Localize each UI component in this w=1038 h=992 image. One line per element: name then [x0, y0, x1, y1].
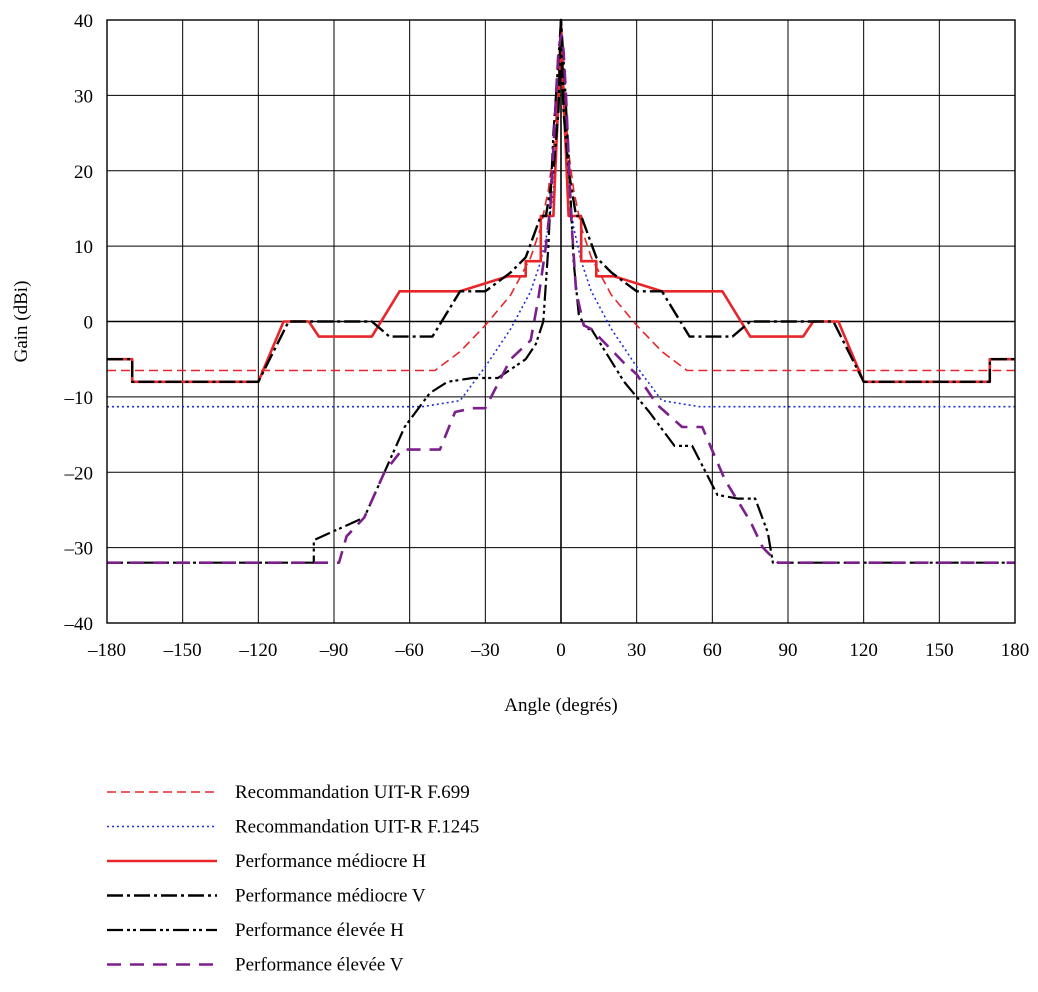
y-axis-label: Gain (dBi): [11, 281, 32, 363]
legend-label-performance-mediocre-h: Performance médiocre H: [235, 851, 426, 872]
y-tick-label: –40: [64, 614, 94, 635]
tick-labels: –180 –150 –120 –90 –60 –30 0 30 60 90 120 150 180 40 3…: [64, 11, 1030, 661]
x-tick-label: 0: [556, 640, 566, 661]
legend-label-performance-elevee-v: Performance élevée V: [235, 955, 404, 976]
y-tick-label: 40: [74, 11, 93, 32]
y-tick-label: –20: [64, 463, 94, 484]
x-axis-label: Angle (degrés): [504, 695, 617, 716]
legend: Recommandation UIT-R F.699 Recommandation…: [107, 782, 479, 976]
series-line-performance-elevee-v: [107, 33, 1015, 565]
x-tick-label: 30: [627, 640, 646, 661]
legend-label-performance-elevee-h: Performance élevée H: [235, 920, 404, 941]
series-line-performance-elevee-h: [107, 18, 1015, 564]
legend-label-performance-mediocre-v: Performance médiocre V: [235, 886, 426, 907]
y-tick-label: 10: [74, 237, 93, 258]
legend-label-recommandation-uit-r-f-699: Recommandation UIT-R F.699: [235, 782, 470, 803]
x-tick-label: –150: [163, 640, 202, 661]
y-tick-label: –10: [64, 388, 94, 409]
y-tick-label: –30: [64, 539, 94, 560]
x-tick-label: 150: [925, 640, 954, 661]
legend-label-recommandation-uit-r-f-1245: Recommandation UIT-R F.1245: [235, 817, 479, 838]
y-tick-label: 20: [74, 162, 93, 183]
x-tick-label: –60: [394, 640, 424, 661]
y-tick-label: 30: [74, 86, 93, 107]
x-tick-label: –30: [470, 640, 500, 661]
x-tick-label: 180: [1001, 640, 1030, 661]
x-tick-label: 120: [849, 640, 878, 661]
x-tick-label: –180: [87, 640, 126, 661]
y-tick-label: 0: [84, 313, 94, 334]
x-tick-label: 60: [703, 640, 722, 661]
x-tick-label: 90: [779, 640, 798, 661]
series-line-recommandation-uit-r-f-1245: [107, 19, 1015, 408]
x-tick-label: –120: [238, 640, 277, 661]
plot-frame: [106, 19, 1016, 624]
x-tick-label: –90: [319, 640, 349, 661]
